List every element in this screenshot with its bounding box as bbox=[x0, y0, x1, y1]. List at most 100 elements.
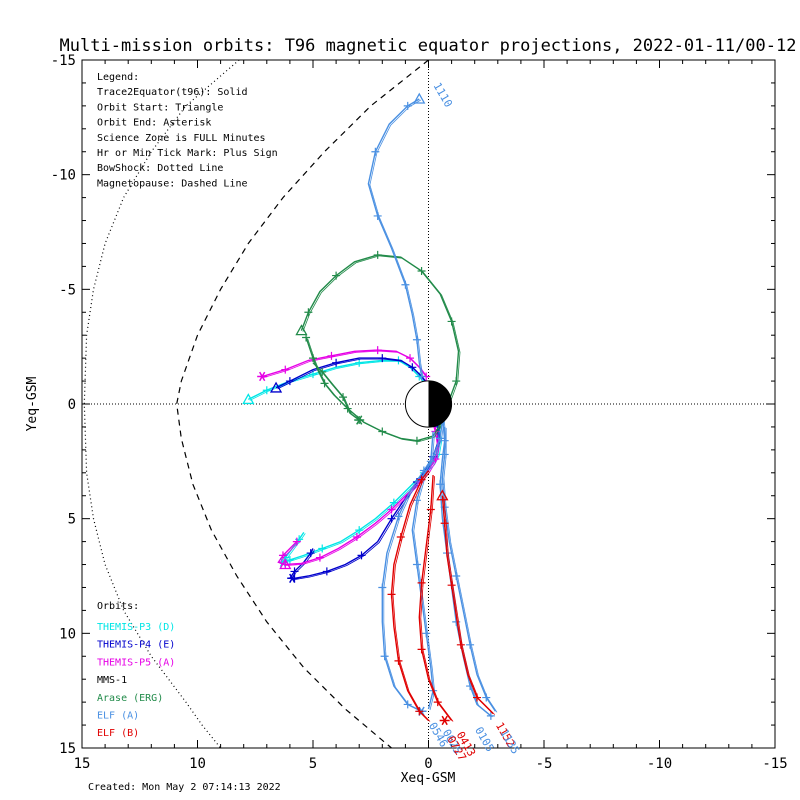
x-tick-label: -10 bbox=[647, 756, 672, 772]
tick-mark-plus bbox=[304, 308, 313, 317]
orbit-start-triangle bbox=[242, 393, 255, 405]
orbit-trace-line bbox=[418, 475, 453, 721]
orbit-key-entry: ELF (B) bbox=[97, 728, 139, 739]
tick-mark-plus bbox=[482, 693, 491, 702]
orbit-trace-line bbox=[392, 471, 431, 722]
tick-mark-plus bbox=[466, 640, 475, 649]
orbit-trace-line bbox=[443, 496, 495, 715]
orbit-start-triangle bbox=[279, 558, 292, 570]
y-tick-label: 5 bbox=[68, 512, 76, 528]
orbit-key-entry: Arase (ERG) bbox=[97, 693, 163, 704]
legend-line: Science Zone is FULL Minutes bbox=[97, 133, 266, 144]
tick-mark-plus bbox=[473, 693, 482, 702]
tick-mark-plus bbox=[309, 354, 317, 363]
x-tick-label: 15 bbox=[74, 756, 91, 772]
tick-mark-plus bbox=[440, 519, 449, 528]
tick-mark-plus bbox=[322, 567, 331, 576]
orbit-trace-line bbox=[441, 495, 494, 715]
x-tick-label: 5 bbox=[309, 756, 317, 772]
tick-mark-plus bbox=[387, 514, 396, 523]
y-tick-label: -10 bbox=[51, 168, 76, 184]
orbit-key-entry: THEMIS-P3 (D) bbox=[97, 622, 175, 633]
orbit-end-asterisk bbox=[287, 573, 298, 583]
tick-mark-plus bbox=[387, 590, 396, 599]
orbit-key-entry: ELF (A) bbox=[97, 711, 139, 722]
orbit-key-entry: THEMIS-P4 (E) bbox=[97, 640, 175, 651]
tick-mark-plus bbox=[406, 354, 415, 363]
tick-mark-plus bbox=[355, 526, 364, 535]
tick-mark-plus bbox=[378, 354, 387, 363]
orbit-end-asterisk bbox=[257, 371, 268, 382]
tick-mark-plus bbox=[332, 271, 341, 280]
tick-mark-plus bbox=[452, 377, 461, 386]
orbit-trace-line bbox=[263, 350, 429, 378]
tick-mark-plus bbox=[306, 549, 315, 558]
legend-line: Hr or Min Tick Mark: Plus Sign bbox=[97, 148, 278, 159]
legend-line: Orbit Start: Triangle bbox=[97, 102, 223, 113]
orbit-trace-line bbox=[369, 99, 424, 378]
tick-mark-plus bbox=[412, 335, 421, 344]
orbit-trace-line bbox=[283, 409, 443, 564]
legend-line: Magnetopause: Dashed Line bbox=[97, 178, 248, 189]
legend-line: Trace2Equator(t96): Solid bbox=[97, 87, 248, 98]
x-axis-label: Xeq-GSM bbox=[401, 771, 456, 786]
tick-mark-plus bbox=[456, 640, 465, 649]
tick-mark-plus bbox=[426, 457, 435, 466]
tick-mark-plus bbox=[422, 629, 431, 638]
y-tick-label: 0 bbox=[68, 397, 76, 413]
tick-mark-plus bbox=[318, 544, 327, 553]
tick-mark-plus bbox=[426, 505, 435, 514]
orbits-heading: Orbits: bbox=[97, 601, 139, 612]
tick-mark-plus bbox=[412, 436, 421, 445]
orbit-trace-line bbox=[420, 476, 454, 722]
earth-night-side bbox=[428, 380, 452, 428]
legend-line: Orbit End: Asterisk bbox=[97, 118, 211, 129]
legend-block: Legend: Trace2Equator(t96): Solid Orbit St… bbox=[97, 72, 278, 189]
y-tick-label: -15 bbox=[51, 53, 76, 69]
tick-mark-plus bbox=[380, 652, 389, 661]
tick-mark-plus bbox=[320, 379, 329, 388]
orbit-end-asterisk bbox=[439, 715, 450, 726]
tick-mark-plus bbox=[417, 372, 426, 381]
legend-line: BowShock: Dotted Line bbox=[97, 163, 223, 174]
axes: 15 10 5 0 -5 -10 -15 -15 -10 -5 0 5 10 15 bbox=[51, 53, 788, 772]
orbit-key-entry: THEMIS-P5 (A) bbox=[97, 657, 175, 668]
tick-mark-plus bbox=[412, 560, 421, 569]
tick-mark-plus bbox=[403, 700, 412, 709]
x-tick-label: -5 bbox=[536, 756, 553, 772]
tick-mark-plus bbox=[339, 393, 348, 402]
tick-mark-plus bbox=[371, 147, 380, 156]
boundaries bbox=[83, 60, 429, 748]
tick-mark-plus bbox=[318, 367, 327, 376]
tick-mark-plus bbox=[403, 101, 412, 110]
orbit-start-triangle bbox=[436, 489, 449, 501]
chart-title: Multi-mission orbits: T96 magnetic equat… bbox=[60, 36, 797, 56]
tick-mark-plus bbox=[378, 427, 387, 436]
x-tick-label: -15 bbox=[762, 756, 787, 772]
orbit-trace-line bbox=[279, 416, 440, 566]
tick-mark-plus bbox=[315, 553, 324, 562]
tick-mark-plus bbox=[378, 583, 387, 592]
tick-mark-plus bbox=[373, 346, 382, 355]
y-tick-label: -5 bbox=[59, 282, 76, 298]
orbit-start-triangle bbox=[295, 324, 308, 336]
orbit-trace-line bbox=[443, 427, 498, 713]
tick-mark-plus bbox=[357, 551, 366, 560]
earth-symbol bbox=[404, 380, 453, 428]
orbit-key: Orbits: THEMIS-P3 (D) THEMIS-P4 (E) THEMIS… bbox=[97, 601, 175, 739]
tick-mark-plus bbox=[440, 450, 449, 459]
orbit-trace-line bbox=[277, 358, 435, 396]
tick-mark-plus bbox=[278, 551, 287, 560]
x-tick-label: 10 bbox=[189, 756, 206, 772]
tick-mark-plus bbox=[417, 475, 426, 484]
tick-mark-plus bbox=[447, 317, 456, 326]
orbit-start-triangle bbox=[269, 381, 283, 393]
y-axis-label: Yeq-GSM bbox=[25, 376, 40, 431]
tick-mark-plus bbox=[373, 250, 382, 259]
y-tick-label: 10 bbox=[59, 626, 76, 642]
tick-mark-plus bbox=[285, 555, 294, 564]
tick-mark-plus bbox=[327, 351, 336, 360]
tick-mark-plus bbox=[396, 533, 405, 542]
orbit-start-triangle bbox=[413, 92, 426, 104]
tick-mark-plus bbox=[373, 211, 382, 220]
